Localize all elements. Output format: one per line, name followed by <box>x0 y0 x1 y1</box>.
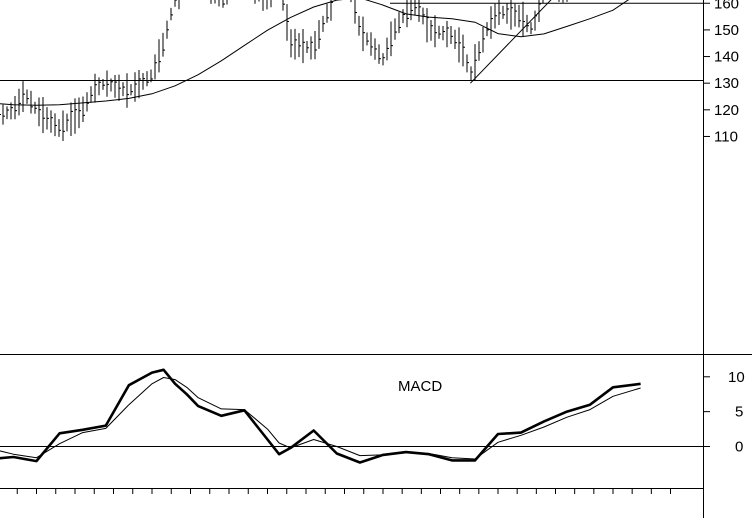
macd-title: MACD <box>398 378 442 395</box>
macd-line <box>0 368 641 464</box>
trend-line <box>470 0 552 84</box>
macd-panel: 10 5 0 <box>0 368 745 464</box>
price-tick-label: 160 <box>714 0 739 12</box>
price-tick-label: 140 <box>714 49 739 66</box>
macd-tick-label: 10 <box>728 369 745 386</box>
price-tick-label: 110 <box>714 128 738 145</box>
signal-line <box>0 377 641 460</box>
price-panel: 110120130140150160170180190200 <box>0 0 739 145</box>
macd-tick-label: 5 <box>735 404 743 421</box>
x-axis: 201520162017 <box>0 488 703 494</box>
price-tick-label: 130 <box>714 75 739 92</box>
price-tick-label: 120 <box>714 102 739 119</box>
macd-tick-label: 0 <box>735 439 743 456</box>
price-tick-label: 150 <box>714 22 739 39</box>
moving-average-line <box>0 0 630 106</box>
